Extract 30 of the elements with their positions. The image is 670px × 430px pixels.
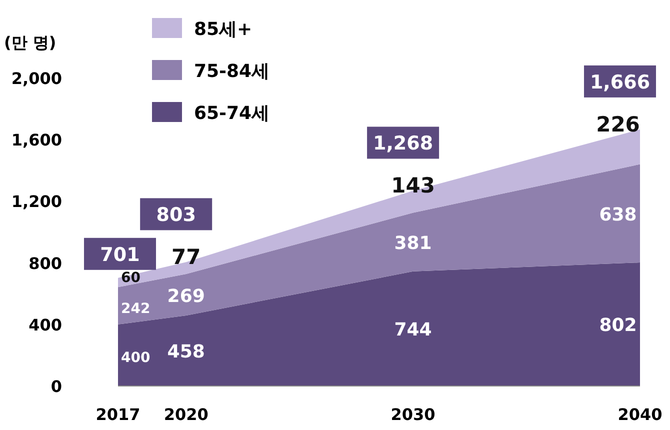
data-label: 60 — [121, 270, 141, 286]
y-tick-label: 400 — [28, 315, 62, 334]
y-tick-label: 1,200 — [11, 192, 62, 212]
data-label: 400 — [121, 350, 150, 366]
data-label: 802 — [599, 315, 637, 336]
data-label: 226 — [596, 112, 640, 136]
data-label: 269 — [167, 286, 205, 307]
y-tick-label: 2,000 — [11, 69, 62, 88]
y-tick-label: 800 — [28, 254, 62, 273]
x-tick-label: 2040 — [618, 405, 662, 424]
data-label: 381 — [394, 233, 432, 254]
data-label: 77 — [171, 245, 201, 270]
x-tick-label: 2030 — [390, 405, 436, 424]
y-axis-title: (만 명) — [4, 33, 56, 52]
legend-label: 85세+ — [194, 19, 252, 40]
y-tick-label: 0 — [50, 377, 62, 396]
total-label: 803 — [156, 204, 196, 226]
data-label: 638 — [599, 204, 637, 226]
total-label: 1,268 — [372, 132, 434, 155]
data-label: 143 — [391, 174, 435, 198]
data-label: 458 — [167, 342, 205, 363]
x-tick-label: 2017 — [96, 405, 140, 424]
total-label: 701 — [100, 244, 140, 266]
data-label: 744 — [394, 320, 432, 341]
data-label: 242 — [121, 300, 150, 317]
legend-label: 65-74세 — [194, 103, 270, 124]
legend-label: 75-84세 — [194, 61, 270, 82]
total-label: 1,666 — [590, 71, 650, 94]
x-tick-label: 2020 — [164, 405, 208, 424]
y-tick-label: 1,600 — [11, 130, 62, 150]
